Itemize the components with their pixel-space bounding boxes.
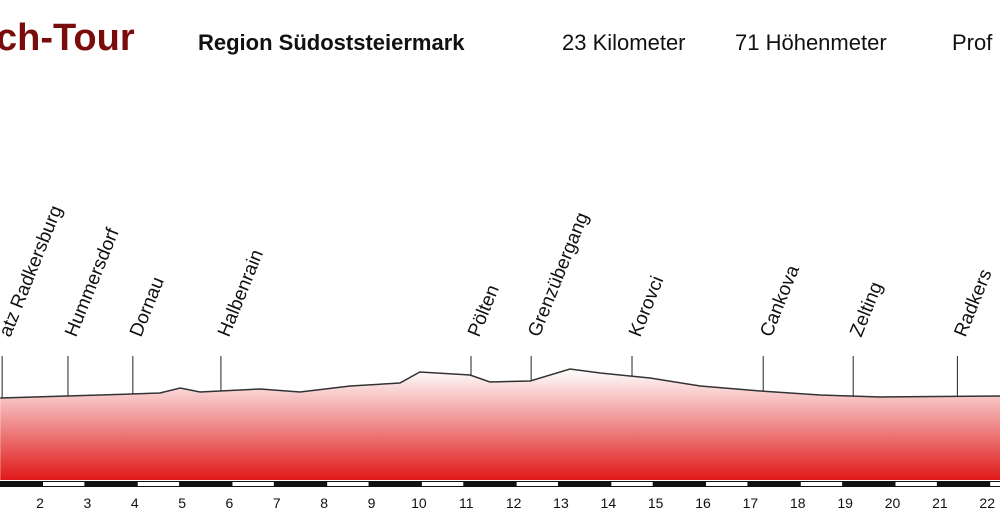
x-tick-label: 19	[837, 495, 853, 511]
axis-bar	[0, 481, 1000, 487]
place-label: atz Radkersburg	[0, 203, 67, 340]
axis-bar-segment	[43, 482, 85, 486]
x-tick-label: 21	[932, 495, 948, 511]
axis-bar-segment	[895, 482, 937, 486]
place-label: Korovci	[625, 273, 668, 340]
x-tick-label: 10	[411, 495, 427, 511]
x-tick-label: 6	[226, 495, 234, 511]
x-tick-label: 15	[648, 495, 664, 511]
axis-bar-segment	[611, 482, 653, 486]
x-tick-label: 7	[273, 495, 281, 511]
axis-bar-segment	[800, 482, 843, 486]
x-tick-label: 3	[83, 495, 91, 511]
x-tick-label: 5	[178, 495, 186, 511]
elevation-gain: 71 Höhenmeter	[735, 30, 887, 55]
axis-bar-segment	[990, 482, 1000, 486]
distance: 23 Kilometer	[562, 30, 686, 55]
axis-bar-segment	[516, 482, 558, 486]
axis-bar-segment	[421, 482, 464, 486]
x-tick-label: 20	[885, 495, 901, 511]
x-tick-label: 11	[459, 495, 474, 511]
x-tick-label: 9	[368, 495, 376, 511]
profile-label: Prof	[952, 30, 993, 55]
place-label: Hummersdorf	[61, 225, 124, 340]
place-label: Halbenrain	[214, 247, 268, 340]
axis-bar-segment	[706, 482, 748, 486]
x-tick-label: 16	[695, 495, 711, 511]
place-label: Radkers	[951, 266, 997, 339]
x-tick-label: 18	[790, 495, 806, 511]
x-tick-label: 17	[743, 495, 759, 511]
chart-title: ch-Tour	[0, 17, 135, 59]
place-label: Pölten	[464, 282, 504, 340]
x-tick-label: 13	[553, 495, 569, 511]
place-label: Grenzübergang	[524, 210, 593, 340]
place-label: Dornau	[126, 274, 169, 340]
axis-bar-segment	[327, 482, 369, 486]
x-tick-label: 8	[320, 495, 328, 511]
x-tick-label: 22	[979, 495, 995, 511]
axis-bar-segment	[137, 482, 180, 486]
region: Region Südoststeiermark	[198, 30, 465, 55]
profile-line	[0, 368, 1000, 399]
x-tick-label: 14	[601, 495, 617, 511]
place-label: Cankova	[756, 262, 804, 340]
profile-area	[0, 369, 1000, 480]
x-tick-label: 12	[506, 495, 522, 511]
axis-bar-segment	[232, 482, 274, 486]
x-tick-label: 4	[131, 495, 139, 511]
place-label: Zelting	[846, 279, 887, 340]
x-tick-label: 2	[36, 495, 44, 511]
